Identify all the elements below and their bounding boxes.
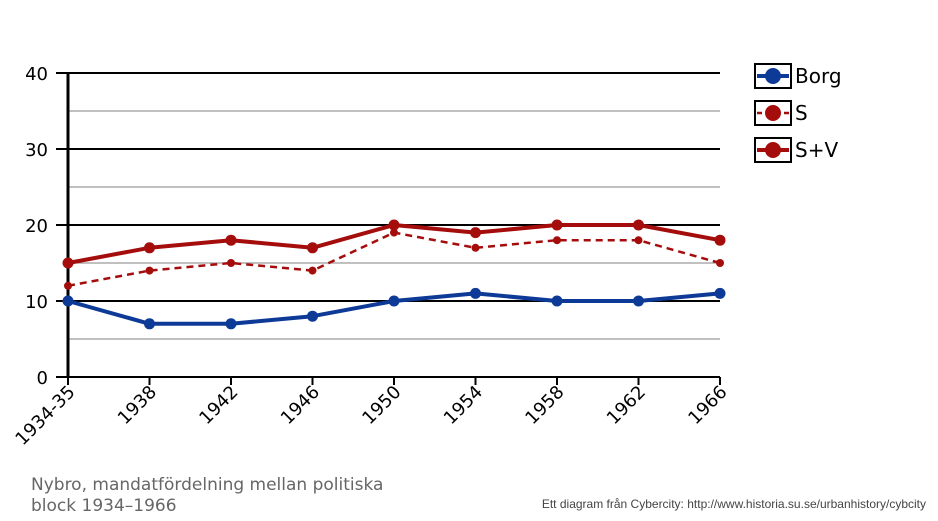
data-point xyxy=(634,236,643,245)
legend-swatch-marker xyxy=(765,68,781,84)
chart-caption: Nybro, mandatfördelning mellan politiska… xyxy=(31,475,431,517)
x-tick-label: 1958 xyxy=(521,382,568,429)
x-tick-label: 1954 xyxy=(440,382,487,429)
x-tick-label: 1962 xyxy=(603,382,650,429)
y-tick-label: 40 xyxy=(25,64,48,85)
data-point xyxy=(64,281,72,290)
data-point xyxy=(551,219,563,231)
x-tick-label: 1942 xyxy=(195,382,242,429)
x-tick-label: 1938 xyxy=(114,382,161,429)
y-tick-label: 30 xyxy=(25,140,48,161)
data-point xyxy=(471,243,480,252)
legend-label: Borg xyxy=(795,64,842,88)
legend-label: S+V xyxy=(795,138,838,162)
data-point xyxy=(145,266,154,275)
data-point xyxy=(714,287,726,299)
data-point xyxy=(227,259,235,267)
data-point xyxy=(225,234,237,246)
data-point xyxy=(714,234,726,246)
data-point xyxy=(225,318,237,330)
data-point xyxy=(633,295,644,307)
data-point xyxy=(716,259,724,267)
y-tick-label: 0 xyxy=(37,368,48,389)
data-point xyxy=(633,219,644,231)
series-line-1 xyxy=(67,231,721,288)
y-tick-label: 10 xyxy=(25,292,48,313)
x-tick-label: 1950 xyxy=(358,382,405,429)
data-point xyxy=(470,227,481,239)
legend-swatch-marker xyxy=(765,142,781,158)
data-point xyxy=(390,228,398,237)
data-point xyxy=(62,295,74,307)
data-point xyxy=(144,242,155,254)
data-point xyxy=(307,310,318,322)
y-tick-label: 20 xyxy=(25,216,48,237)
caption-line-1: Nybro, mandatfördelning mellan politiska xyxy=(31,475,384,495)
data-point xyxy=(62,257,74,269)
data-point xyxy=(551,295,563,307)
data-point xyxy=(144,318,155,330)
data-point xyxy=(388,219,400,231)
data-point xyxy=(388,295,400,307)
caption-line-2: block 1934–1966 xyxy=(31,496,177,516)
data-point xyxy=(470,287,481,299)
data-point xyxy=(308,266,317,275)
legend-swatch-marker xyxy=(765,105,781,121)
credit-text: Ett diagram från Cybercity: http://www.h… xyxy=(541,497,926,511)
data-point xyxy=(307,242,318,254)
legend-label: S xyxy=(795,101,808,125)
x-tick-label: 1946 xyxy=(277,382,324,429)
x-tick-label: 1934-35 xyxy=(11,382,79,450)
data-point xyxy=(553,236,561,245)
x-tick-label: 1966 xyxy=(684,382,731,429)
